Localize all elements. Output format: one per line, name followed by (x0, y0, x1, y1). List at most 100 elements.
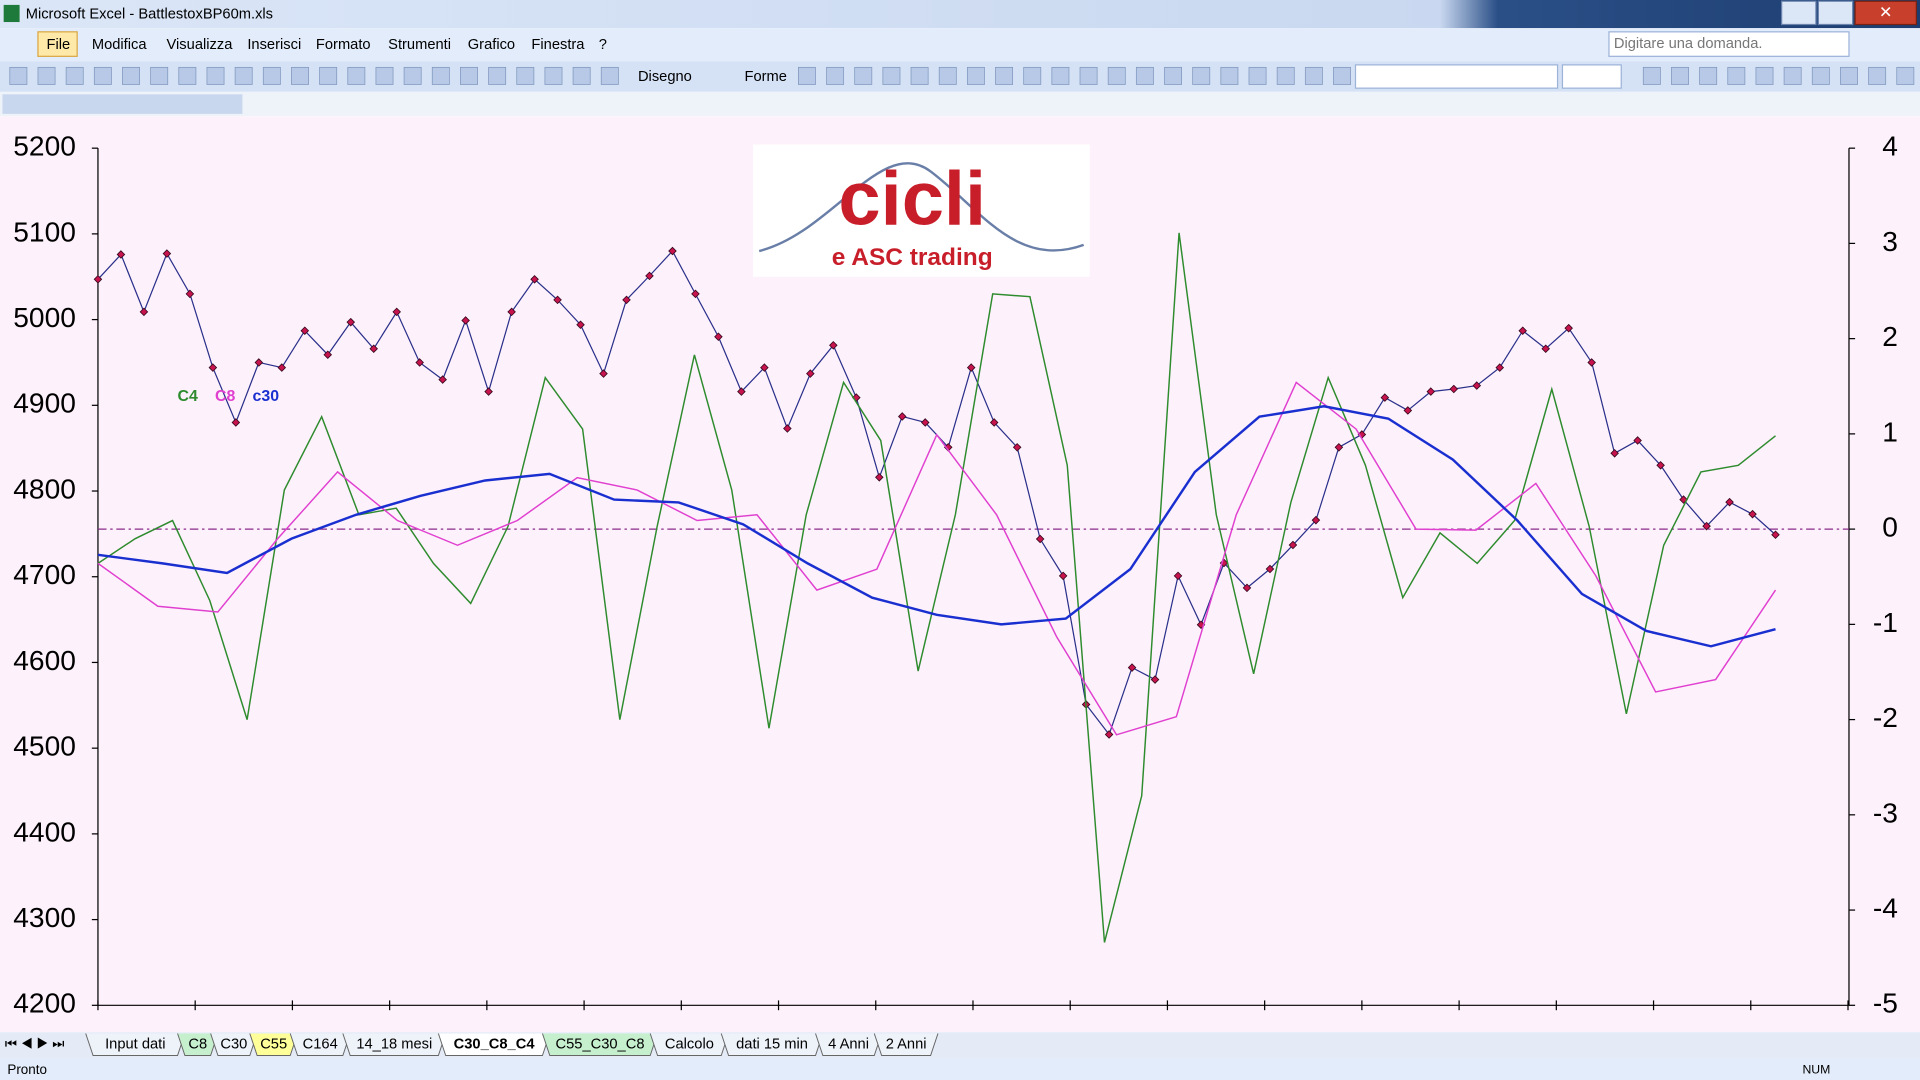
toolbar-icon[interactable] (93, 66, 112, 85)
toolbar-icon[interactable] (150, 66, 169, 85)
font-box[interactable] (1354, 64, 1559, 89)
toolbar-icon[interactable] (1642, 66, 1661, 85)
toolbar-icon[interactable] (1333, 66, 1351, 85)
toolbar-icon[interactable] (1248, 66, 1267, 85)
toolbar-icon[interactable] (234, 66, 253, 85)
toolbar-draw[interactable]: Disegno (638, 69, 692, 85)
menu-item[interactable]: Grafico (468, 37, 515, 53)
sheet-tab-label[interactable]: C30 (220, 1036, 247, 1052)
price-marker (1518, 326, 1528, 336)
price-marker (875, 473, 884, 482)
maximize[interactable] (1817, 0, 1854, 26)
toolbar-icon[interactable] (1164, 66, 1182, 85)
status-text: Pronto (7, 1062, 47, 1077)
tab-nav[interactable]: ⏮ ◀ ▶ ⏭ (5, 1036, 64, 1051)
toolbar-icon[interactable] (291, 66, 309, 85)
toolbar-icon[interactable] (1135, 66, 1154, 85)
menu-item[interactable]: Modifica (92, 37, 148, 53)
toolbar-icon[interactable] (516, 66, 535, 85)
menu-item[interactable]: Strumenti (388, 37, 451, 53)
menu-item[interactable]: ? (599, 37, 607, 53)
toolbar-icon[interactable] (206, 66, 225, 85)
toolbar-icon[interactable] (826, 66, 845, 85)
toolbar-icon[interactable] (1896, 66, 1915, 85)
toolbar-icon[interactable] (9, 66, 28, 85)
toolbar-icon[interactable] (375, 66, 394, 85)
sheet-tab-label[interactable]: 14_18 mesi (356, 1036, 432, 1052)
y2-tick-label: -2 (1873, 702, 1898, 733)
help-box[interactable] (1608, 31, 1850, 57)
menu-item[interactable]: Visualizza (167, 37, 234, 53)
menu-item[interactable]: Inserisci (247, 37, 301, 53)
sheet-tab-label[interactable]: C30_C8_C4 (454, 1036, 536, 1052)
help-box-text[interactable]: Digitare una domanda. (1614, 36, 1763, 52)
sheet-tab-label[interactable]: C8 (188, 1036, 207, 1052)
price-marker (920, 418, 930, 427)
toolbar-icon[interactable] (431, 66, 450, 85)
toolbar-shapes[interactable]: Forme (744, 69, 786, 85)
close[interactable] (1854, 0, 1917, 26)
toolbar-icon[interactable] (319, 66, 338, 85)
sheet-tab-label[interactable]: C55_C30_C8 (556, 1036, 645, 1052)
name-box[interactable] (2, 94, 243, 114)
toolbar-icon[interactable] (1868, 66, 1887, 85)
toolbar-icon[interactable] (544, 66, 563, 85)
sheet-tab-label[interactable]: C164 (303, 1036, 338, 1052)
y-tick-label: 4400 (13, 816, 76, 847)
toolbar-icon[interactable] (37, 66, 56, 85)
toolbar-icon[interactable] (1671, 66, 1689, 85)
sheet-tab-label[interactable]: 4 Anni (828, 1036, 869, 1052)
close-icon[interactable]: ✕ (1879, 5, 1892, 22)
toolbar-icon[interactable] (1811, 66, 1830, 85)
toolbar-icon[interactable] (1840, 66, 1858, 85)
menu-item[interactable]: Finestra (531, 37, 585, 53)
toolbar-icon[interactable] (403, 66, 422, 85)
toolbar-icon[interactable] (262, 66, 281, 85)
toolbar-icon[interactable] (995, 66, 1014, 85)
toolbar-icon[interactable] (1783, 66, 1802, 85)
size-box[interactable] (1561, 64, 1622, 89)
formula-bar (0, 91, 1920, 117)
toolbar-icon[interactable] (1023, 66, 1042, 85)
y2-tick-label: -5 (1873, 988, 1898, 1019)
toolbar-icon[interactable] (910, 66, 929, 85)
toolbar-icon[interactable] (1276, 66, 1295, 85)
sheet-tab-label[interactable]: dati 15 min (736, 1036, 808, 1052)
toolbar-icon[interactable] (966, 66, 985, 85)
toolbar-icon[interactable] (1079, 66, 1098, 85)
toolbar-icon[interactable] (347, 66, 366, 85)
sheet-tab-label[interactable]: Input dati (105, 1036, 165, 1052)
sheet-tab-label[interactable]: C55 (260, 1036, 287, 1052)
price-marker (1587, 358, 1596, 367)
toolbar-icon[interactable] (65, 66, 84, 85)
menu-item[interactable]: File (47, 37, 71, 53)
toolbar-icon[interactable] (122, 66, 140, 85)
sheet-tab-label[interactable]: 2 Anni (886, 1036, 927, 1052)
toolbar-icon[interactable] (460, 66, 478, 85)
y-tick-label: 4300 (13, 902, 76, 933)
toolbar-icon[interactable] (1304, 66, 1323, 85)
minimize[interactable] (1781, 0, 1817, 26)
toolbar-icon[interactable] (1192, 66, 1211, 85)
toolbar-icon[interactable] (854, 66, 873, 85)
sheet-tab[interactable] (873, 1033, 939, 1056)
toolbar-icon[interactable] (1107, 66, 1126, 85)
toolbar-icon[interactable] (600, 66, 619, 85)
toolbar-icon[interactable] (882, 66, 901, 85)
toolbar-icon[interactable] (1727, 66, 1746, 85)
toolbar-icon[interactable] (798, 66, 816, 85)
sheet-tab-label[interactable]: Calcolo (665, 1036, 714, 1052)
price-marker (897, 412, 907, 421)
price-marker (645, 271, 654, 281)
menu-item[interactable]: Formato (316, 37, 371, 53)
toolbar-icon[interactable] (1699, 66, 1718, 85)
toolbar-icon[interactable] (938, 66, 957, 85)
toolbar-icon[interactable] (178, 66, 197, 85)
toolbar-icon[interactable] (1051, 66, 1070, 85)
toolbar-icon[interactable] (1220, 66, 1239, 85)
price-marker (1127, 663, 1137, 672)
toolbar-icon[interactable] (1755, 66, 1774, 85)
y2-tick-label: -4 (1873, 893, 1898, 924)
toolbar-icon[interactable] (488, 66, 507, 85)
toolbar-icon[interactable] (572, 66, 591, 85)
